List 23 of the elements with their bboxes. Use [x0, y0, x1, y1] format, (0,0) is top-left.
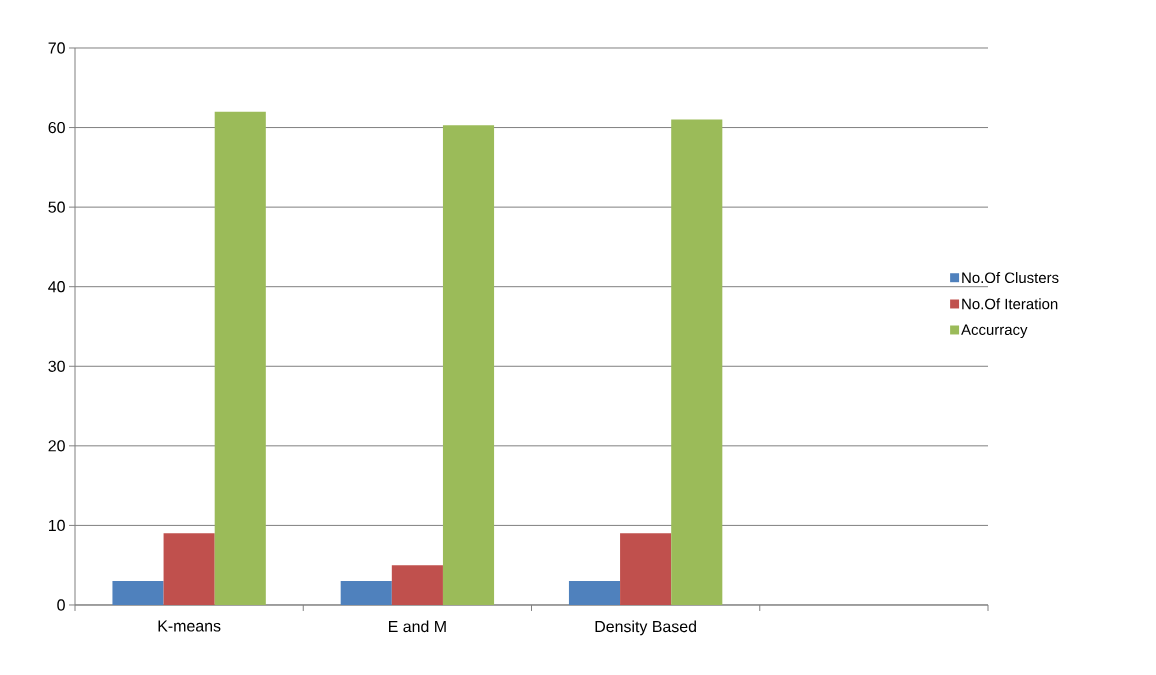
- legend-label: No.Of Iteration: [962, 298, 1058, 310]
- bar: [163, 533, 215, 605]
- y-tick-label: 60: [48, 121, 65, 134]
- x-tick-label: Density Based: [595, 620, 696, 636]
- y-tick-label: 20: [48, 440, 65, 452]
- bar: [671, 119, 723, 605]
- bar: [214, 111, 266, 605]
- y-tick-label: 0: [57, 599, 65, 611]
- x-tick-label: K-means: [158, 620, 221, 632]
- bar: [620, 533, 672, 605]
- y-tick-label: 30: [48, 360, 65, 372]
- bar: [340, 581, 392, 605]
- y-tick-label: 70: [48, 42, 65, 54]
- bar: [442, 125, 495, 605]
- legend-label: No.Of Clusters: [962, 272, 1059, 284]
- legend-label: Accurracy: [961, 324, 1028, 338]
- bar: [568, 581, 621, 605]
- bar: [112, 581, 164, 605]
- x-tick-label: E and M: [389, 620, 446, 633]
- bar: [391, 565, 443, 605]
- y-tick-label: 10: [49, 519, 65, 532]
- y-tick-label: 40: [48, 281, 65, 293]
- y-tick-label: 50: [48, 201, 65, 213]
